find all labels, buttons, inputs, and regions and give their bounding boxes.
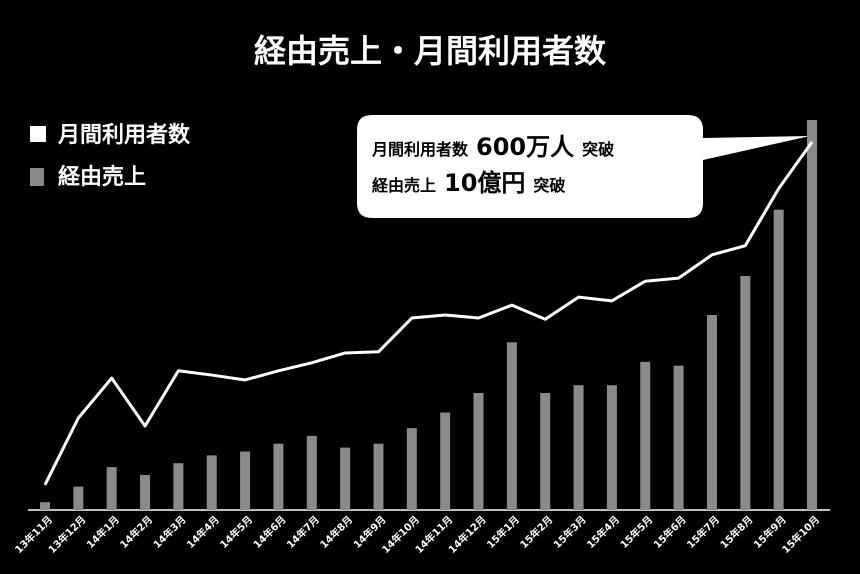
callout-part: 経由売上 <box>372 176 436 195</box>
bar <box>440 412 451 510</box>
bar <box>140 474 151 510</box>
callout-part: 600万人 <box>476 133 574 161</box>
bar <box>240 451 251 510</box>
legend-swatch <box>30 168 44 186</box>
callout-part: 突破 <box>533 176 565 195</box>
bar <box>706 315 717 510</box>
callout-box <box>357 115 810 218</box>
bar <box>540 393 551 510</box>
bar <box>340 447 351 510</box>
bar <box>606 385 617 510</box>
bar <box>473 393 484 510</box>
bar <box>106 467 117 510</box>
callout-part: 月間利用者数 <box>371 140 469 159</box>
bar <box>807 120 817 510</box>
bar <box>506 342 517 510</box>
bar <box>40 502 50 510</box>
bar <box>173 463 184 510</box>
bar <box>306 435 317 510</box>
legend-label: 月間利用者数 <box>57 122 191 148</box>
bar <box>406 428 417 510</box>
bar <box>73 486 84 510</box>
bar <box>740 276 751 510</box>
callout-text: 月間利用者数 600万人 突破 <box>371 133 614 161</box>
line <box>43 141 814 486</box>
bar <box>573 385 584 510</box>
chart-title: 経由売上・月間利用者数 <box>254 32 607 70</box>
callout-part: 10億円 <box>444 169 525 197</box>
bar <box>206 455 217 510</box>
bar <box>773 209 784 510</box>
callout-part: 突破 <box>582 140 614 159</box>
legend-swatch <box>30 126 46 142</box>
bar <box>673 365 684 510</box>
callout-text: 経由売上 10億円 突破 <box>372 169 565 197</box>
bar <box>373 443 384 510</box>
bar <box>640 361 651 510</box>
bar <box>273 443 284 510</box>
legend-label: 経由売上 <box>58 164 146 190</box>
